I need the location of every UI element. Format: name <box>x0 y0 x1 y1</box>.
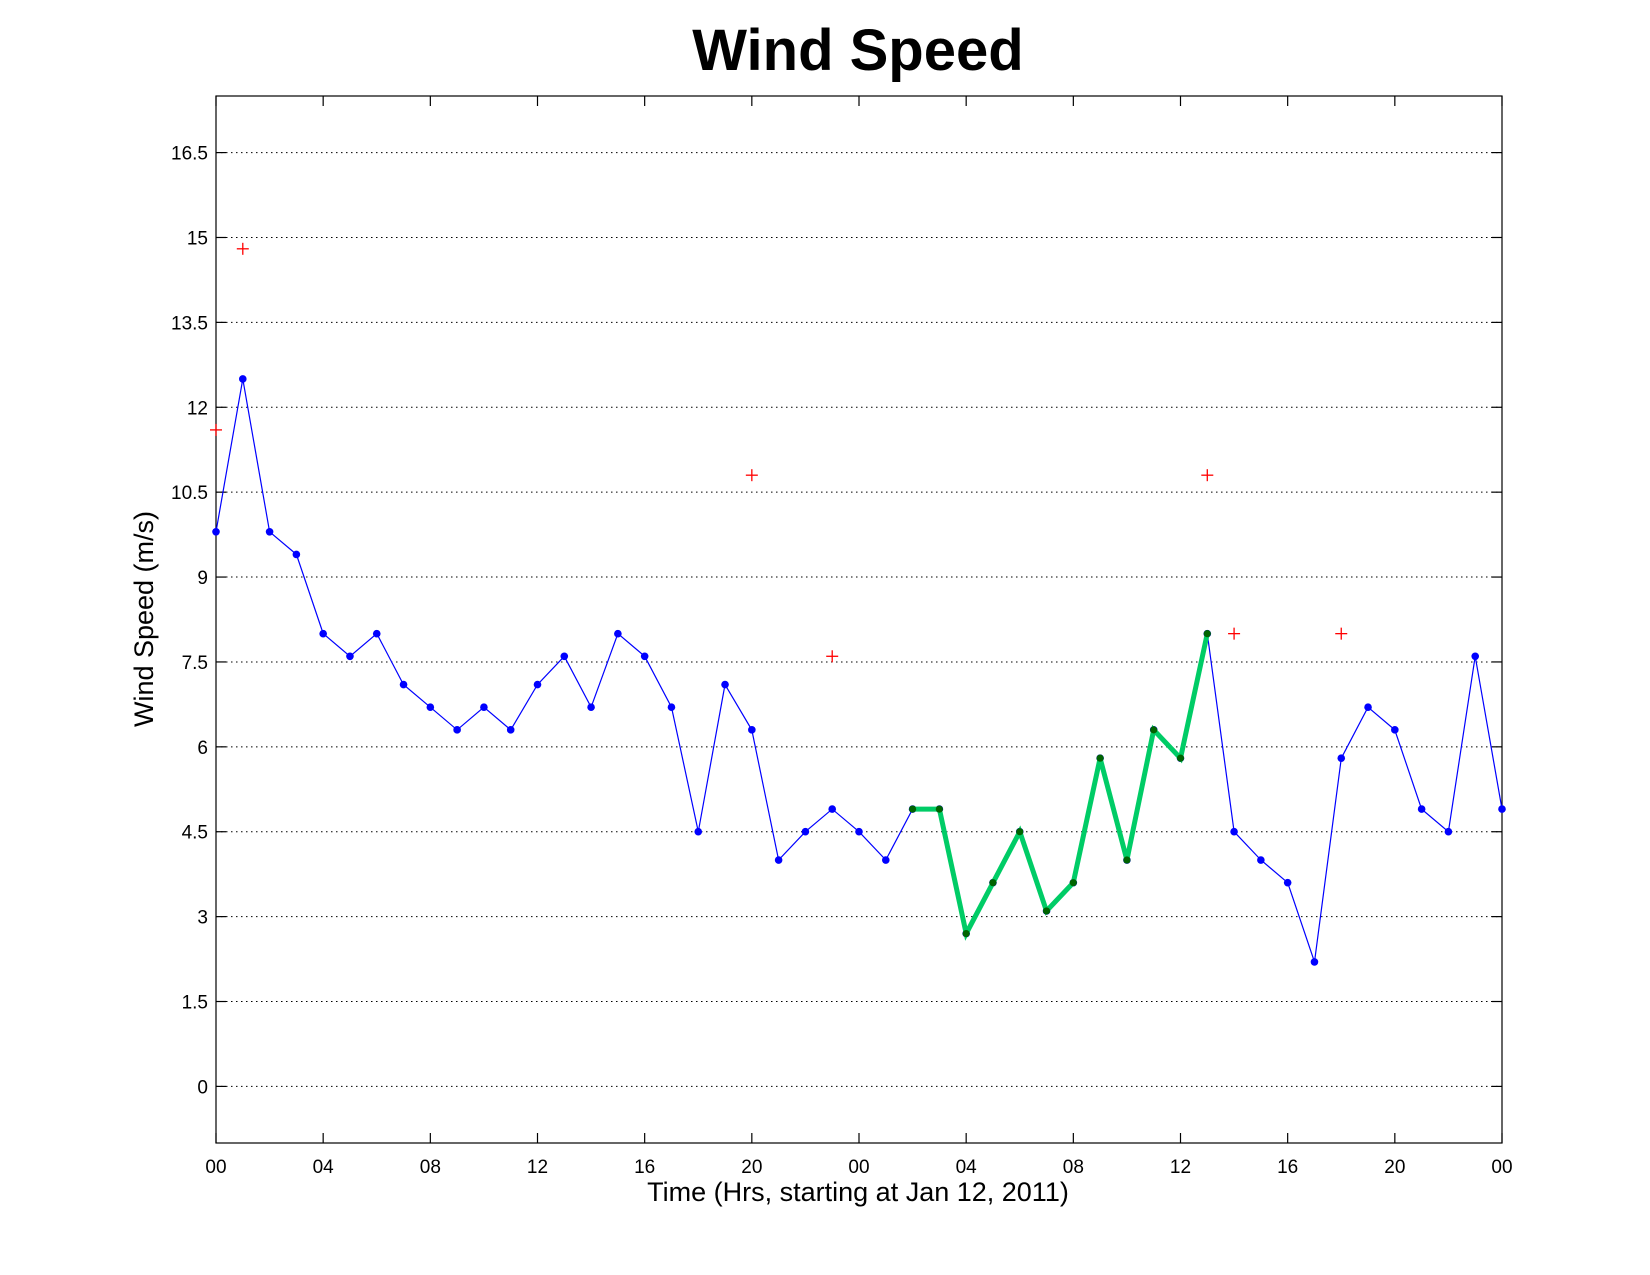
data-point-blue <box>1444 827 1453 836</box>
data-point-red-plus <box>745 469 758 482</box>
data-point-blue <box>1337 754 1346 762</box>
data-point-green <box>1096 754 1104 762</box>
series-line-blue <box>215 378 1503 963</box>
x-tick-label: 20 <box>1384 1157 1405 1178</box>
x-tick-label: 00 <box>848 1157 869 1178</box>
data-point-blue <box>533 680 542 689</box>
x-tick-label: 00 <box>205 1157 226 1178</box>
y-tick-label: 7.5 <box>182 653 208 674</box>
data-point-green <box>1176 754 1185 762</box>
data-point-blue <box>399 680 408 689</box>
y-tick-label: 9 <box>197 568 208 589</box>
data-point-blue <box>721 680 729 689</box>
data-point-blue <box>1417 805 1426 813</box>
data-point-blue <box>1498 805 1506 813</box>
data-point-blue <box>748 726 756 734</box>
data-point-blue <box>614 629 622 638</box>
data-point-blue <box>1283 878 1292 887</box>
data-point-blue <box>828 805 837 813</box>
x-tick-label: 16 <box>1277 1157 1298 1178</box>
data-point-blue <box>855 827 863 836</box>
data-point-blue <box>1391 726 1399 734</box>
data-point-blue <box>587 703 595 712</box>
data-point-blue <box>265 527 274 536</box>
data-point-green <box>989 879 997 887</box>
plot-area-frame <box>215 95 1503 1144</box>
data-point-green <box>1203 630 1211 638</box>
x-tick-label: 04 <box>313 1157 335 1178</box>
y-tick-label: 16.5 <box>171 144 208 165</box>
y-tick-label: 1.5 <box>182 993 208 1014</box>
y-tick-label: 3 <box>197 908 208 929</box>
chart-title: Wind Speed <box>692 18 1023 83</box>
data-point-blue <box>1230 827 1238 836</box>
data-point-blue <box>212 527 220 536</box>
data-point-blue <box>560 652 569 661</box>
data-point-red-plus <box>1335 627 1348 640</box>
data-point-blue <box>774 856 783 864</box>
data-point-blue <box>667 703 676 712</box>
data-point-blue <box>372 629 381 638</box>
data-point-blue <box>319 629 327 638</box>
data-point-blue <box>881 856 890 864</box>
data-point-green <box>908 805 917 813</box>
x-tick-label: 12 <box>1170 1157 1191 1178</box>
data-point-green <box>1069 879 1077 887</box>
data-point-blue <box>1471 652 1480 661</box>
data-point-green <box>1150 726 1158 734</box>
series-line-green <box>912 633 1210 941</box>
data-point-green <box>935 805 943 813</box>
y-tick-label: 15 <box>187 228 208 249</box>
data-point-blue <box>640 652 649 661</box>
x-tick-label: 20 <box>741 1157 762 1178</box>
data-point-blue <box>801 827 810 836</box>
y-tick-label: 6 <box>197 738 208 759</box>
x-axis-label: Time (Hrs, starting at Jan 12, 2011) <box>647 1177 1069 1207</box>
data-point-blue <box>292 550 301 559</box>
y-axis-label: Wind Speed (m/s) <box>129 511 159 727</box>
data-point-green <box>1123 856 1131 864</box>
plot-series <box>210 242 1506 966</box>
x-tick-label: 16 <box>634 1157 655 1178</box>
x-tick-label: 08 <box>420 1157 441 1178</box>
data-point-blue <box>453 726 461 734</box>
axis-ticks: 0 1.5 3 4.5 6 7.5 9 10.5 12 13.5 15 16.5 00 04 08 12 16 2… <box>171 96 1513 1178</box>
data-point-blue <box>480 703 488 712</box>
y-tick-label: 4.5 <box>182 823 208 844</box>
data-point-blue <box>238 375 247 383</box>
data-point-green <box>1016 828 1024 836</box>
data-point-red-plus <box>826 650 839 663</box>
data-point-red-plus <box>1228 627 1241 640</box>
data-point-blue <box>426 703 435 712</box>
x-tick-label: 00 <box>1491 1157 1512 1178</box>
data-point-green <box>1042 907 1051 915</box>
data-point-blue <box>694 827 703 836</box>
data-point-blue <box>1364 703 1372 712</box>
x-tick-label: 04 <box>956 1157 978 1178</box>
y-tick-label: 0 <box>197 1077 208 1098</box>
data-point-green <box>962 930 970 938</box>
y-tick-label: 10.5 <box>171 483 208 504</box>
x-tick-label: 08 <box>1063 1157 1084 1178</box>
data-point-blue <box>1310 958 1319 966</box>
data-point-blue <box>506 726 515 734</box>
data-point-red-plus <box>210 423 222 436</box>
data-point-blue <box>1257 856 1265 864</box>
x-tick-label: 12 <box>527 1157 548 1178</box>
data-point-red-plus <box>1201 469 1214 482</box>
y-tick-label: 12 <box>187 398 208 419</box>
data-point-blue <box>346 652 354 661</box>
y-tick-label: 13.5 <box>171 313 208 334</box>
data-point-red-plus <box>236 242 249 255</box>
